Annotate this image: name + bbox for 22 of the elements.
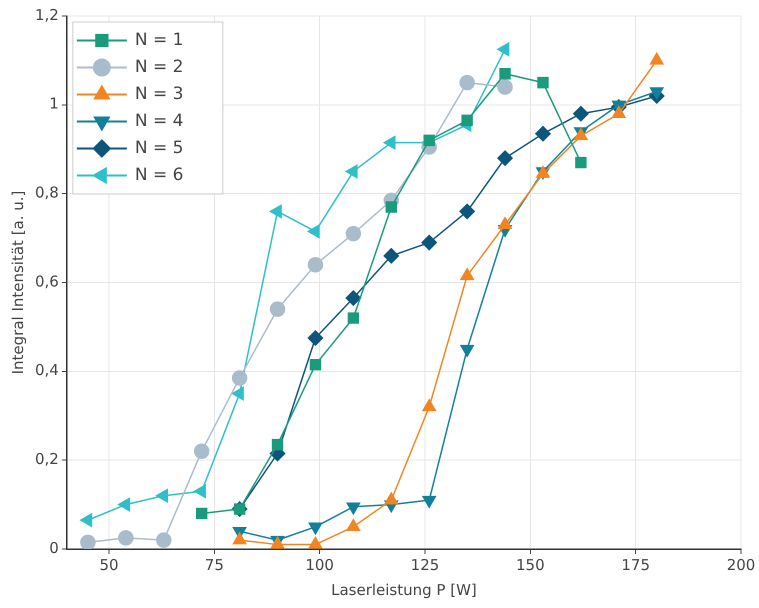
x-tick-label: 100 [305, 556, 334, 574]
y-tick-label: 0,6 [34, 272, 59, 290]
x-tick-label: 200 [726, 556, 756, 574]
x-axis-title: Laserleistung P [W] [331, 580, 477, 599]
x-tick-label: 175 [621, 556, 650, 574]
y-tick-label: 1 [49, 94, 59, 113]
x-tick-label: 125 [410, 556, 440, 574]
y-tick-label: 1,2 [34, 6, 59, 24]
legend-label: N = 5 [134, 138, 184, 158]
y-tick-label: 0,2 [34, 450, 59, 468]
y-axis-title: Integral Intensität [a. u.] [8, 190, 27, 374]
legend-label: N = 4 [134, 110, 184, 131]
y-tick-label: 0,4 [34, 361, 59, 380]
legend-label: N = 2 [134, 56, 184, 77]
y-tick-label: 0 [49, 538, 59, 557]
legend-label: N = 6 [134, 164, 184, 185]
x-tick-label: 50 [99, 556, 119, 574]
x-tick-label: 75 [204, 556, 224, 574]
legend-label: N = 1 [134, 30, 184, 50]
y-tick-label: 0,8 [34, 184, 59, 202]
x-tick-label: 150 [516, 556, 545, 574]
legend-label: N = 3 [134, 84, 184, 104]
